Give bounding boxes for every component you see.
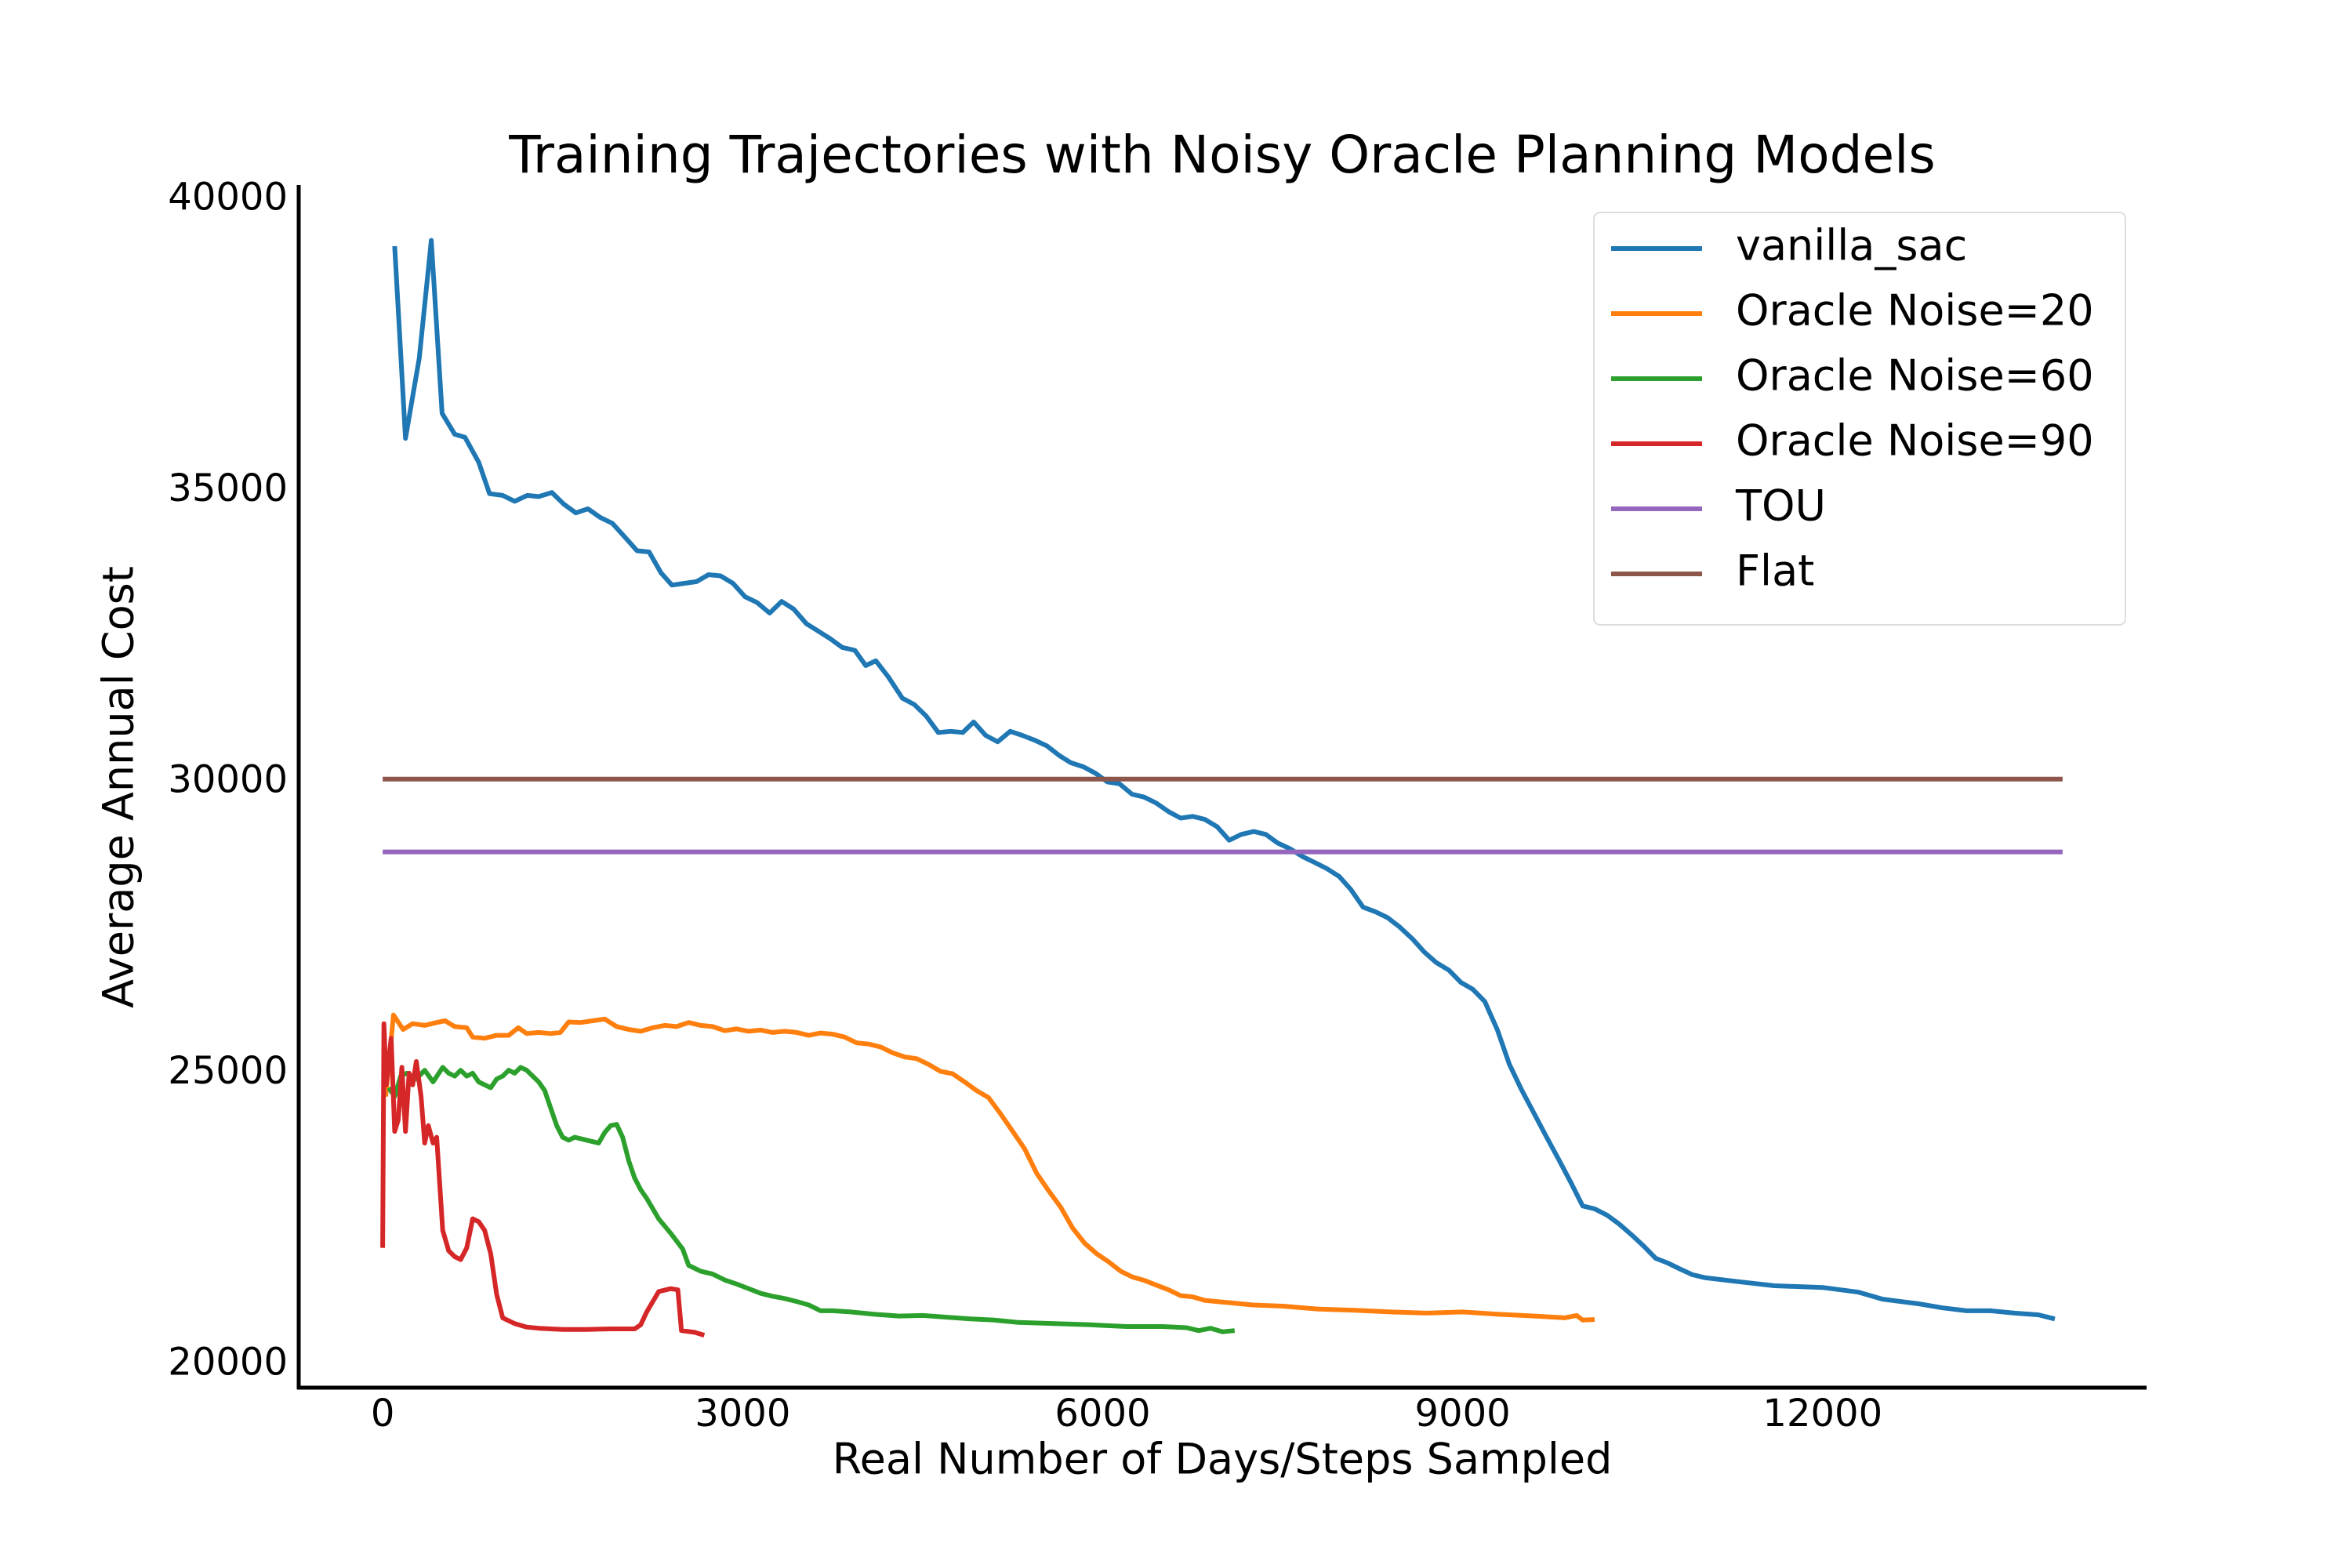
- chart-title: Training Trajectories with Noisy Oracle …: [508, 125, 1936, 185]
- x-tick-label: 12000: [1762, 1392, 1882, 1436]
- legend-label: TOU: [1735, 481, 1826, 531]
- x-tick-label: 9000: [1415, 1392, 1511, 1436]
- legend-label: Oracle Noise=60: [1736, 351, 2094, 401]
- y-tick-label: 35000: [168, 466, 288, 510]
- legend-label: Flat: [1736, 546, 1814, 596]
- y-tick-label: 25000: [168, 1049, 288, 1093]
- series-line: [383, 1012, 1595, 1323]
- legend-frame: [1593, 212, 2126, 626]
- series-line: [387, 1065, 1236, 1334]
- legend-label: Oracle Noise=90: [1736, 416, 2094, 466]
- x-tick-label: 6000: [1054, 1392, 1150, 1436]
- x-tick-label: 3000: [695, 1392, 790, 1436]
- plot-area: [380, 238, 2063, 1338]
- legend-label: vanilla_sac: [1736, 221, 1967, 270]
- series-line: [380, 1021, 706, 1338]
- x-tick-label: 0: [371, 1392, 395, 1436]
- legend: vanilla_sac Oracle Noise=20 Oracle Noise=6…: [1593, 212, 2126, 626]
- y-axis-label: Average Annual Cost: [94, 566, 143, 1008]
- y-tick-label: 30000: [168, 757, 288, 801]
- legend-label: Oracle Noise=20: [1736, 286, 2094, 336]
- x-axis-label: Real Number of Days/Steps Sampled: [833, 1435, 1613, 1484]
- series-line: [392, 238, 2056, 1322]
- y-tick-label: 40000: [168, 176, 288, 220]
- y-tick-label: 20000: [168, 1340, 288, 1384]
